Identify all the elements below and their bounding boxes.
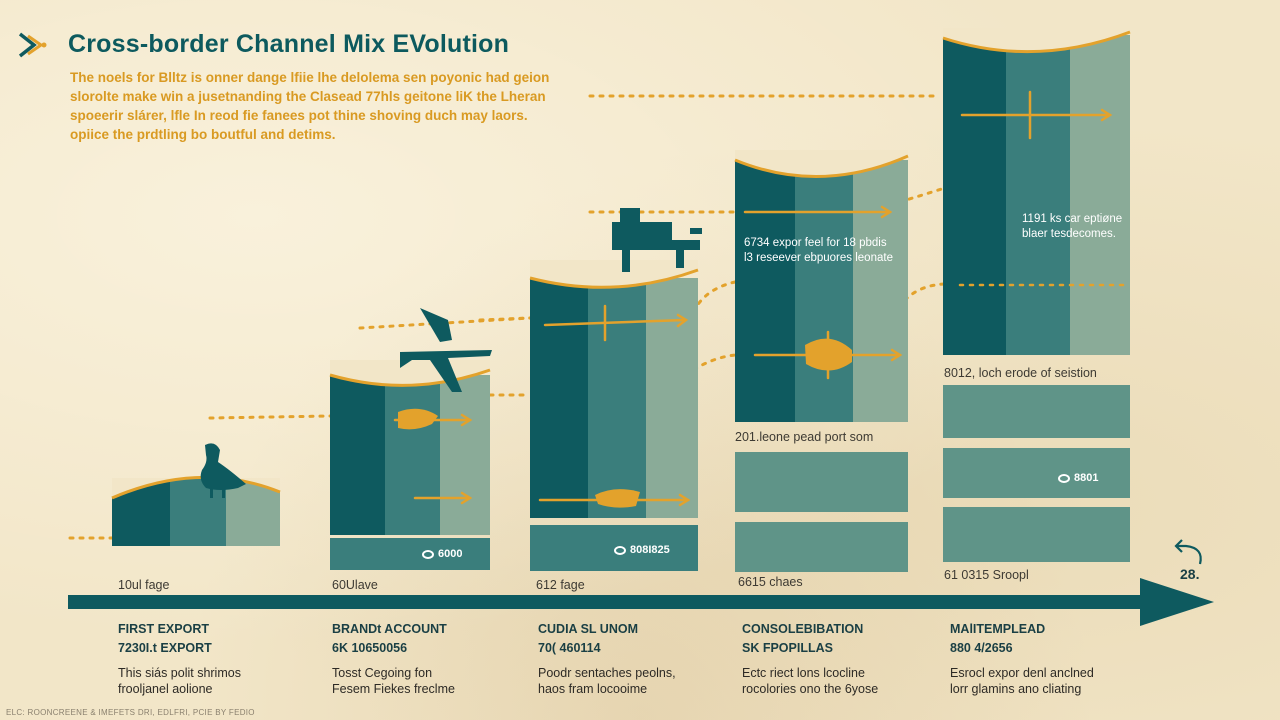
eye-icon [1058, 473, 1070, 483]
intro-text: The noels for Blltz is onner dange lfiie… [70, 68, 550, 144]
return-arrow-icon [1174, 539, 1202, 565]
column-1 [111, 475, 281, 546]
stage-description: Tosst Cegoing fon Fesem Fiekes freclme [332, 665, 532, 697]
stage-first-export: FIRST EXPORT 7230I.t EXPORT This siás po… [118, 620, 318, 697]
stage-subtitle: SK FPOPILLAS [742, 641, 833, 655]
logo-arrow-icon [18, 32, 47, 58]
stage-description-line: Tosst Cegoing fon [332, 666, 433, 680]
stage-description-line: Poodr sentaches peolns, [538, 666, 676, 680]
stage-subtitle: 7230I.t EXPORT [118, 641, 212, 655]
stage-description: Ectc riect lons lcocline rocolories ono … [742, 665, 942, 697]
stage-title: BRANDt ACCOUNT [332, 622, 447, 636]
bar-note-line: 1191 ks car eptiøne [1022, 213, 1123, 225]
value-badge: 808I825 [614, 544, 670, 556]
truck-icon [612, 208, 702, 272]
value-badge: 6000 [422, 548, 462, 560]
footer-credit: ELC: ROONCREENE & IMEFETS DRI, EDLFRI, P… [6, 708, 255, 717]
stage-description-line: rocolories ono the 6yose [742, 682, 879, 696]
stage-subtitle: 880 4/2656 [950, 641, 1013, 655]
stage-description-line: This siás polit shrimos [118, 666, 241, 680]
inner-shapes [398, 338, 852, 508]
stage-subtitle: 6K 10650056 [332, 641, 408, 655]
column-label: 61 0315 Sroopl [944, 568, 1029, 582]
plane-icon [400, 308, 492, 392]
badge-text: 6000 [438, 548, 463, 560]
stage-description-line: lorr glamins ano cliating [950, 682, 1082, 696]
eye-icon [422, 549, 434, 559]
bar-note-line: l3 reseever ebpuores leonate [744, 252, 893, 264]
bar-note-line: 6734 expor feel for 18 pbdis [744, 237, 887, 249]
stage-title: CONSOLEBIBATION [742, 622, 864, 636]
bar-note-line: blaer tesdecomes. [1022, 228, 1116, 240]
value-badge: 8801 [1058, 472, 1098, 484]
timeline-arrow [68, 578, 1214, 626]
badge-text: 808I825 [630, 544, 670, 556]
year-label: 28. [1180, 566, 1200, 582]
column-label: 60Ulave [332, 578, 378, 592]
stage-description-line: haos fram locooime [538, 682, 648, 696]
column-5 [942, 28, 1131, 562]
column-4 [734, 150, 909, 572]
stage-description: Poodr sentaches peolns, haos fram locooi… [538, 665, 738, 697]
stage-subtitle: 70( 460114 [538, 641, 601, 655]
stage-title: MAlITEMPLEAD [950, 622, 1046, 636]
intro-line: slorolte make win a jusetnanding the Cla… [70, 89, 546, 104]
intro-line: The noels for Blltz is onner dange lfiie… [70, 70, 550, 85]
stage-multiplead: MAlITEMPLEAD 880 4/2656 Esrocl expor den… [950, 620, 1150, 697]
stage-description-line: Fesem Fiekes freclme [332, 682, 455, 696]
column-3 [529, 260, 699, 571]
column-label: 6615 chaes [738, 575, 803, 589]
page-title: Cross-border Channel Mix EVolution [68, 30, 510, 58]
stage-brand-account: BRANDt ACCOUNT 6K 10650056 Tosst Cegoing… [332, 620, 532, 697]
stage-description: This siás polit shrimos frooljanel aolio… [118, 665, 318, 697]
stage-description: Esrocl expor denl anclned lorr glamins a… [950, 665, 1150, 697]
column-label: 612 fage [536, 578, 585, 592]
bar-note: 6734 expor feel for 18 pbdis l3 reseever… [744, 236, 893, 266]
stage-title: FIRST EXPORT [118, 622, 209, 636]
stage-cudia-unom: CUDIA SL UNOM 70( 460114 Poodr sentaches… [538, 620, 738, 697]
stage-description-line: Ectc riect lons lcocline [742, 666, 865, 680]
intro-line: spoeerir slárer, lfle In reod fie fanees… [70, 108, 528, 123]
goose-icon [200, 443, 246, 498]
intro-line: opiice the prdtling bo boutful and detim… [70, 127, 336, 142]
stage-description-line: Esrocl expor denl anclned [950, 666, 1094, 680]
eye-icon [614, 545, 626, 555]
bar-note: 1191 ks car eptiøne blaer tesdecomes. [1022, 212, 1122, 242]
stage-description-line: frooljanel aolione [118, 682, 213, 696]
mid-label: 201.leone pead port som [735, 430, 874, 444]
stage-title: CUDIA SL UNOM [538, 622, 638, 636]
mid-label: 8012, loch erode of seistion [944, 366, 1097, 380]
column-label: 10ul fage [118, 578, 170, 592]
badge-text: 8801 [1074, 472, 1099, 484]
stage-consolidation: CONSOLEBIBATION SK FPOPILLAS Ectc riect … [742, 620, 942, 697]
column-2 [329, 360, 491, 570]
